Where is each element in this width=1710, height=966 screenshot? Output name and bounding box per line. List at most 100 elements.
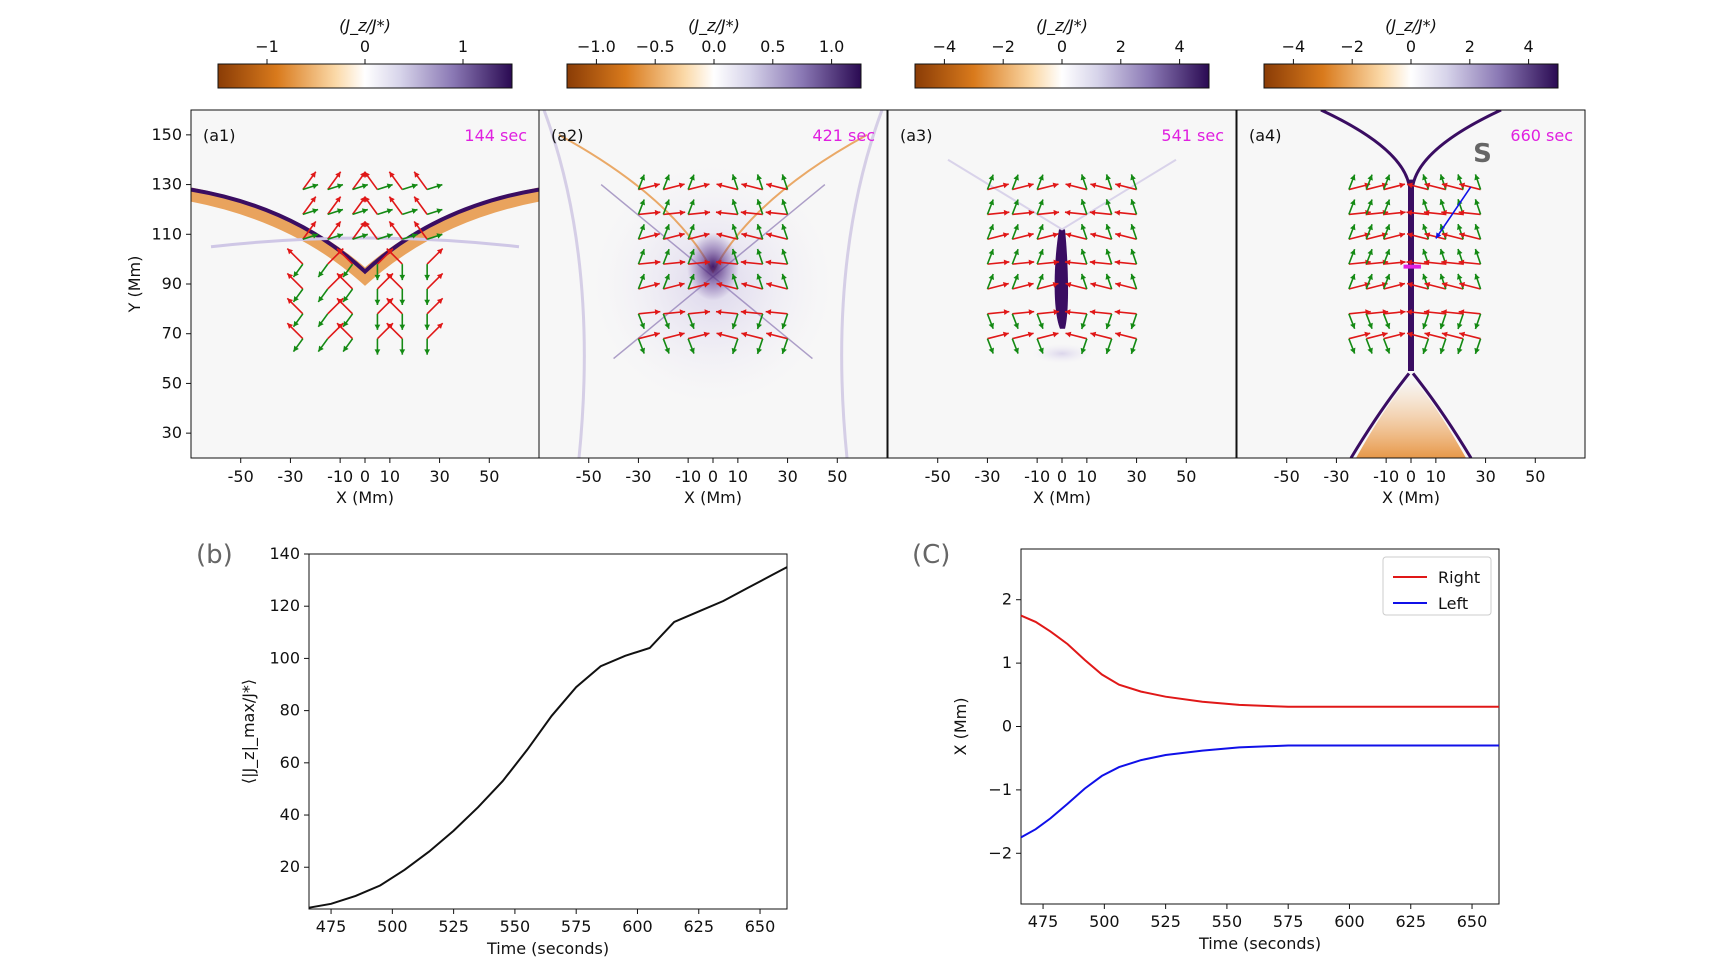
green-arrow-head <box>1350 224 1356 231</box>
red-arrow-head <box>1424 282 1431 288</box>
green-arrow-head <box>1384 347 1391 354</box>
green-arrow-head <box>1384 174 1391 181</box>
green-arrow-head <box>424 349 431 355</box>
green-arrow <box>342 263 354 278</box>
colorbar-tick-label: 1.0 <box>819 37 844 56</box>
red-arrow <box>1065 232 1088 241</box>
green-arrow-head <box>988 224 994 231</box>
red-arrow-head <box>1053 259 1060 266</box>
velocity-arrows <box>637 174 789 355</box>
red-arrow <box>741 232 763 241</box>
green-arrow <box>1348 338 1356 354</box>
red-arrow-head <box>1458 309 1465 316</box>
y-tick-label: 1 <box>1002 653 1012 672</box>
red-arrow-head <box>1090 282 1097 288</box>
red-arrow <box>1012 309 1035 316</box>
red-arrow-head <box>1407 282 1413 288</box>
green-arrow <box>399 264 406 281</box>
panel-a1: (J_z/J*) −1 0 1 (a1) 144 sec -50 -30 -10 0 10 30 50 X… <box>125 16 540 507</box>
red-arrow <box>1424 182 1446 191</box>
red-arrow-head <box>337 248 343 255</box>
green-arrow <box>399 338 406 355</box>
green-arrow <box>1105 338 1113 355</box>
green-arrow-head <box>1367 249 1373 256</box>
red-arrow-head <box>740 309 747 316</box>
red-arrow <box>426 272 444 290</box>
legend: Right Left <box>1382 556 1492 616</box>
red-arrow <box>1090 182 1112 191</box>
red-arrow-head <box>653 331 660 338</box>
red-arrow <box>638 209 661 216</box>
green-arrow-head <box>374 274 381 281</box>
colorbar-tick-label: 2 <box>1465 37 1475 56</box>
red-arrow <box>687 282 710 290</box>
y-tick-label: 150 <box>151 125 182 144</box>
red-arrow-head <box>1052 182 1059 189</box>
green-arrow-head <box>411 183 418 189</box>
green-arrow <box>1382 224 1391 240</box>
green-arrow <box>424 264 431 281</box>
red-arrow <box>1012 259 1035 266</box>
red-arrow-head <box>1115 282 1122 288</box>
green-arrow <box>1348 199 1356 215</box>
red-arrow-head <box>335 171 341 178</box>
colorbar-title: (J_z/J*) <box>688 16 740 36</box>
red-arrow-head <box>765 209 772 216</box>
x-tick-label: 650 <box>745 917 776 936</box>
green-arrow <box>342 288 354 303</box>
panel-time: 541 sec <box>1161 126 1224 145</box>
red-arrow-head <box>716 232 723 238</box>
red-arrow <box>663 209 686 216</box>
green-arrow <box>1011 199 1019 215</box>
red-arrow-head <box>654 259 661 266</box>
red-arrow <box>1114 259 1137 266</box>
green-arrow <box>1457 273 1464 290</box>
chart-b-group: 475 500 525 550 575 600 625 650 20 40 60 80 100 120 14… <box>196 540 788 958</box>
red-arrow-head <box>765 259 772 266</box>
panel-label: (b) <box>196 540 233 570</box>
green-arrow-head <box>1105 273 1111 280</box>
red-arrow-head <box>389 171 395 178</box>
green-arrow-head <box>1367 199 1373 206</box>
green-arrow <box>374 288 381 305</box>
green-arrow <box>756 199 764 215</box>
faint-arc-right <box>840 110 884 458</box>
red-arrow-head <box>716 282 723 288</box>
red-arrow-head <box>386 273 393 280</box>
red-arrow-head <box>1114 259 1121 266</box>
red-arrow-head <box>765 309 772 316</box>
red-arrow <box>1383 309 1406 316</box>
green-arrow-head <box>411 233 418 239</box>
panels-a-group: (J_z/J*) −1 0 1 (a1) 144 sec -50 -30 -10 0 10 30 50 X… <box>125 16 1586 507</box>
red-arrow <box>1115 282 1137 290</box>
green-arrow <box>781 223 789 240</box>
green-arrow <box>1422 174 1430 190</box>
red-arrow-head <box>414 221 420 228</box>
red-arrow <box>1458 209 1481 216</box>
green-arrow-head <box>386 183 393 189</box>
red-arrow <box>663 259 686 266</box>
v-band-faint <box>210 236 520 249</box>
red-arrow-head <box>436 273 443 280</box>
red-arrow-head <box>1459 232 1466 238</box>
green-arrow-head <box>399 274 406 281</box>
green-arrow <box>1422 273 1430 290</box>
red-arrow <box>1065 331 1088 340</box>
red-arrow-head <box>1028 209 1035 216</box>
green-arrow <box>374 264 381 281</box>
red-arrow-head <box>766 282 773 288</box>
green-arrow-head <box>1350 322 1356 329</box>
colorbar-tick-label: 1 <box>458 37 468 56</box>
x-tick-label: 600 <box>1334 912 1365 931</box>
red-arrow-head <box>360 171 366 178</box>
green-arrow <box>1365 224 1373 240</box>
green-arrow-head <box>1013 347 1019 354</box>
green-arrow <box>426 208 443 216</box>
colorbar-title: (J_z/J*) <box>1385 16 1437 36</box>
red-arrow-head <box>310 196 316 203</box>
red-arrow-head <box>287 248 294 255</box>
red-arrow <box>1366 331 1388 340</box>
green-arrow <box>1130 313 1138 330</box>
green-arrow-head <box>1038 199 1044 206</box>
